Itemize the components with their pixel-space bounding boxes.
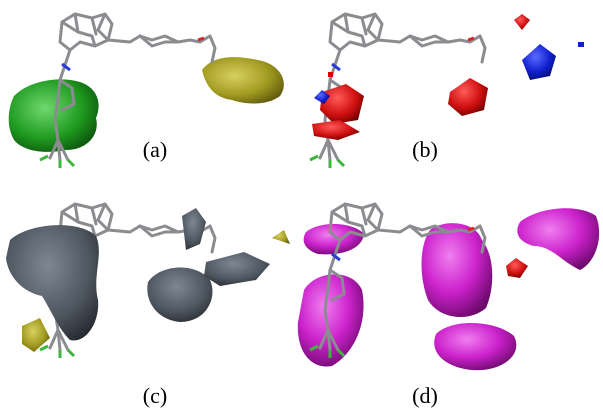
panel-label: (d) [412,383,438,408]
contour-gray [6,225,99,340]
contour-blue [578,42,584,47]
contour-gray [147,267,212,322]
figure: (a) (b) (c) (d) [0,0,603,414]
contour-yellow [272,230,290,244]
contour-gray [204,252,270,286]
contour-magenta [304,224,364,254]
panel-label: (a) [143,137,167,162]
contour-red [514,14,530,30]
contour-red [448,78,488,116]
contour-red [328,72,333,77]
panel-label: (c) [143,383,167,408]
panel-label: (b) [412,137,438,162]
contour-green [9,79,99,152]
contour-blue [522,44,556,80]
contour-gray [182,208,206,250]
contour-magenta [422,223,493,317]
contour-red [506,258,528,278]
contour-magenta [434,323,516,370]
contour-magenta [517,208,599,270]
contour-yellow [202,57,284,103]
contour-red [312,120,360,140]
